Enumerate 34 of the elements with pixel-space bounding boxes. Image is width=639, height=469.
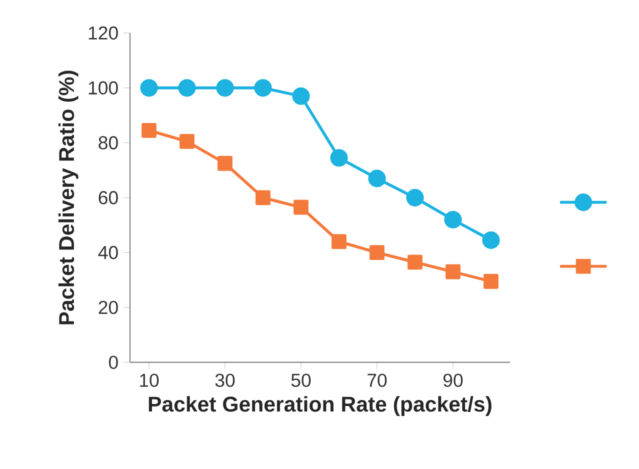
point: [370, 245, 384, 260]
point: [140, 79, 158, 97]
y-tick-label: 40: [98, 246, 118, 260]
point: [218, 156, 232, 171]
y-tick-label: 20: [98, 300, 118, 314]
point: [292, 87, 310, 105]
point: [368, 170, 386, 188]
y-tick-label: 0: [108, 356, 118, 369]
x-tick-label: 90: [444, 374, 463, 387]
y-tick-label: 100: [88, 81, 118, 95]
point: [178, 79, 196, 97]
y-tick-label: 80: [98, 136, 118, 150]
x-axis-title: Packet Generation Rate (packet/s): [148, 396, 492, 416]
point: [142, 122, 156, 138]
x-tick-label: 30: [215, 374, 235, 387]
y-axis-title: Packet Delivery Ratio (%): [58, 70, 78, 324]
point: [446, 264, 460, 280]
point: [256, 190, 270, 206]
x-tick-label: 10: [140, 374, 159, 387]
point: [332, 234, 346, 250]
point: [180, 134, 194, 149]
point: [482, 231, 500, 250]
point: [330, 149, 348, 167]
point: [444, 210, 462, 228]
point: [294, 200, 308, 215]
y-tick-label: 60: [98, 191, 118, 204]
y-tick-label: 120: [88, 26, 118, 40]
point: [216, 79, 234, 97]
x-tick-label: 50: [291, 374, 311, 387]
x-tick-label: 70: [368, 374, 387, 387]
point: [406, 188, 424, 206]
point: [408, 254, 422, 270]
point: [254, 79, 272, 97]
point: [484, 274, 498, 289]
